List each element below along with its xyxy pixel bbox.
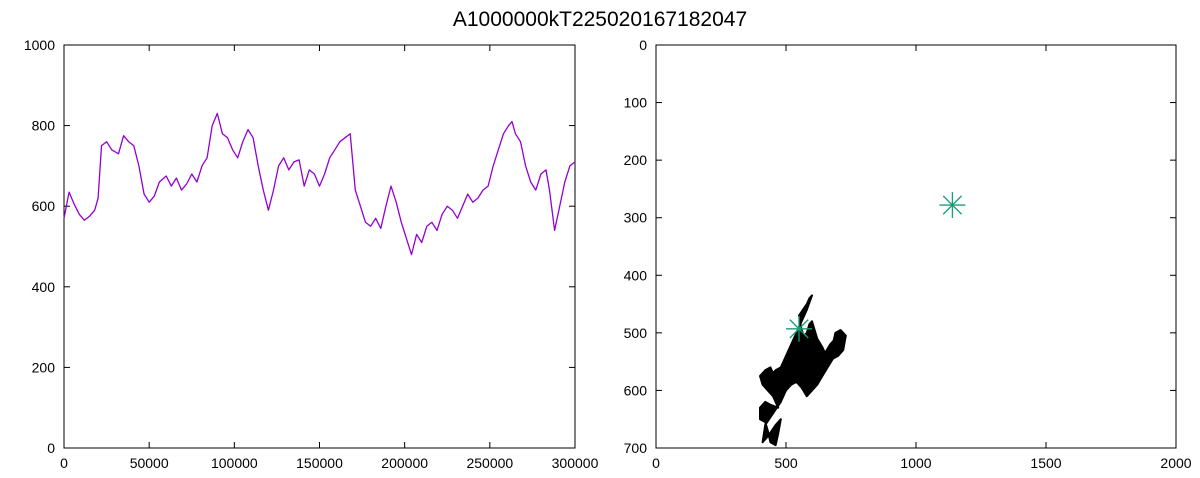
figure-title: A1000000kT225020167182047 [453, 8, 747, 31]
x-tick-label: 2000 [1160, 455, 1191, 471]
x-tick-label: 1500 [1030, 455, 1061, 471]
y-tick-label: 400 [32, 279, 56, 295]
y-tick-label: 700 [624, 440, 648, 456]
y-tick-label: 300 [624, 210, 648, 226]
y-tick-label: 1000 [24, 37, 55, 53]
x-tick-label: 0 [60, 455, 68, 471]
line-chart-panel: 0 50000 100000 150000 200000 250000 300000 0 200… [24, 37, 599, 471]
y-tick-label: 200 [32, 359, 56, 375]
walk-cluster [759, 294, 847, 447]
star-marker-stroke [789, 319, 809, 339]
y-tick-label: 600 [624, 382, 648, 398]
y-tick-label: 0 [639, 37, 647, 53]
x-tick-label: 200000 [381, 455, 428, 471]
x-tick-label: 50000 [130, 455, 169, 471]
y-tick-label: 0 [47, 440, 55, 456]
y-tick-label: 400 [624, 267, 648, 283]
y-tick-label: 600 [32, 198, 56, 214]
plot-frame [63, 44, 576, 449]
x-tick-label: 0 [652, 455, 660, 471]
y-tick-label: 100 [624, 95, 648, 111]
scatter-chart-panel: 0 500 1000 1500 2000 0 100 200 300 400 500 600 700 [624, 37, 1192, 471]
plot-frame [655, 44, 1177, 449]
y-tick-label: 800 [32, 118, 56, 134]
line-series-0 [63, 112, 576, 256]
x-tick-label: 500 [774, 455, 798, 471]
x-tick-label: 100000 [211, 455, 258, 471]
x-tick-label: 150000 [296, 455, 343, 471]
x-tick-label: 250000 [466, 455, 513, 471]
y-tick-label: 200 [624, 152, 648, 168]
star-marker [939, 192, 966, 219]
y-tick-label: 500 [624, 325, 648, 341]
star-marker [786, 315, 812, 342]
x-tick-label: 300000 [552, 455, 599, 471]
star-marker-stroke [942, 195, 963, 215]
x-tick-label: 1000 [900, 455, 931, 471]
